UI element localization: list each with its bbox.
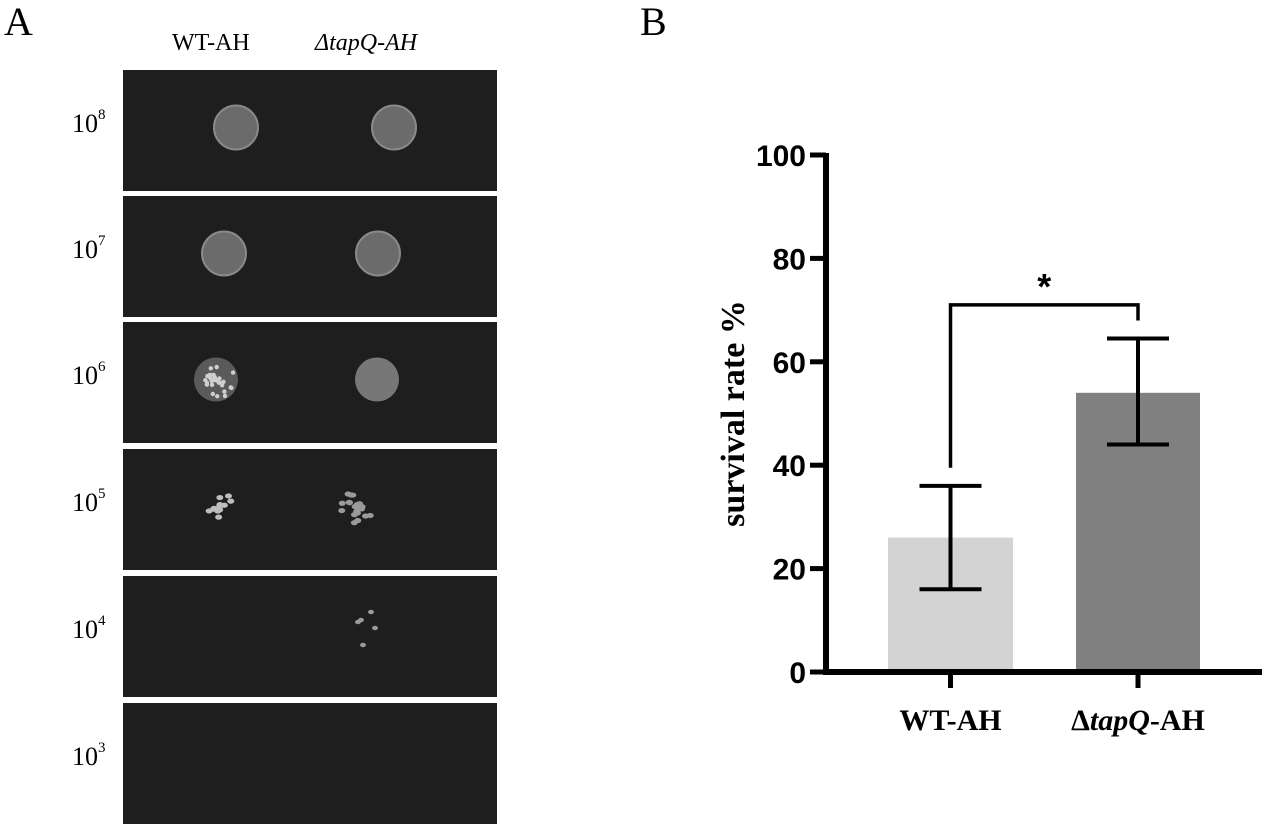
dilution-label: 104 (72, 612, 106, 645)
dilution-label: 105 (72, 485, 106, 518)
colony (219, 383, 225, 388)
colony (210, 391, 216, 397)
colony (217, 376, 222, 381)
colony (362, 513, 370, 519)
dilution-label: 106 (72, 358, 106, 391)
significance-label: * (1037, 266, 1051, 307)
dilution-label: 107 (72, 232, 106, 265)
colony (358, 617, 364, 623)
dilution-base: 10 (72, 108, 98, 138)
colony (372, 625, 378, 631)
colony (212, 377, 217, 383)
y-tick-label: 20 (773, 554, 806, 587)
colony-spot (355, 230, 401, 277)
colony (230, 370, 236, 375)
y-tick-label: 100 (756, 140, 806, 173)
y-tick-label: 80 (773, 243, 806, 276)
dilution-exponent: 3 (98, 739, 106, 756)
column-label-tapq-text: tapQ-AH (329, 30, 418, 56)
colony (208, 366, 214, 371)
colony-spot (371, 104, 417, 151)
colony (215, 394, 220, 399)
y-axis-label: survival rate % (715, 300, 752, 527)
colony (222, 393, 228, 399)
dilution-exponent: 6 (98, 358, 106, 375)
dilution-exponent: 4 (98, 612, 106, 629)
colony (216, 494, 224, 501)
colony (221, 379, 226, 385)
dilution-label: 108 (72, 106, 106, 139)
colony-spot (201, 230, 247, 277)
colony (353, 508, 361, 515)
x-tick-label: WT-AH (899, 704, 1001, 737)
colony (358, 506, 366, 512)
dilution-base: 10 (72, 360, 98, 390)
colony (222, 389, 227, 394)
colony (209, 382, 215, 388)
colony (216, 503, 224, 509)
dilution-exponent: 7 (98, 232, 106, 249)
column-label-wt: WT-AH (172, 30, 250, 56)
x-label-part: Δ (1071, 704, 1090, 737)
colony (214, 364, 219, 370)
colony (211, 372, 216, 377)
x-label-italic: tapQ (1090, 704, 1150, 737)
colony (368, 609, 374, 615)
plate-row (123, 70, 497, 191)
plate-row (123, 322, 497, 443)
colony (216, 380, 221, 385)
x-label-suffix: -AH (1150, 704, 1205, 737)
dilution-label: 103 (72, 739, 106, 772)
column-label-tapq: ΔtapQ-AH (315, 30, 417, 57)
delta-symbol: Δ (315, 30, 330, 56)
colony (215, 514, 223, 520)
dilution-base: 10 (72, 614, 98, 644)
significance-bracket (948, 303, 1140, 468)
plate-row (123, 196, 497, 317)
colony (354, 517, 362, 524)
plate-row (123, 576, 497, 697)
dilution-base: 10 (72, 487, 98, 517)
y-tick-label: 40 (773, 450, 806, 483)
dilution-base: 10 (72, 234, 98, 264)
y-tick-label: 0 (789, 657, 806, 690)
colony (204, 382, 210, 387)
y-tick-label: 60 (773, 347, 806, 380)
dilution-base: 10 (72, 741, 98, 771)
colony (214, 508, 222, 514)
colony-spot (213, 104, 259, 151)
colony (207, 372, 213, 378)
x-label-part: WT-AH (899, 704, 1001, 737)
colony (345, 499, 353, 505)
panel-b-letter: B (640, 0, 667, 44)
colony (360, 642, 366, 648)
colony (205, 508, 213, 514)
colony (338, 500, 346, 506)
colony-spot (355, 357, 399, 402)
dilution-exponent: 8 (98, 106, 106, 123)
colony (344, 491, 352, 497)
dilution-exponent: 5 (98, 485, 106, 502)
plate-row (123, 449, 497, 570)
colony (351, 503, 359, 510)
colony (227, 498, 235, 504)
colony (229, 385, 234, 391)
plate-row (123, 703, 497, 824)
colony (225, 493, 233, 499)
x-tick-label: ΔtapQ-AH (1071, 704, 1205, 737)
panel-a-letter: A (4, 0, 33, 44)
colony (338, 507, 346, 514)
